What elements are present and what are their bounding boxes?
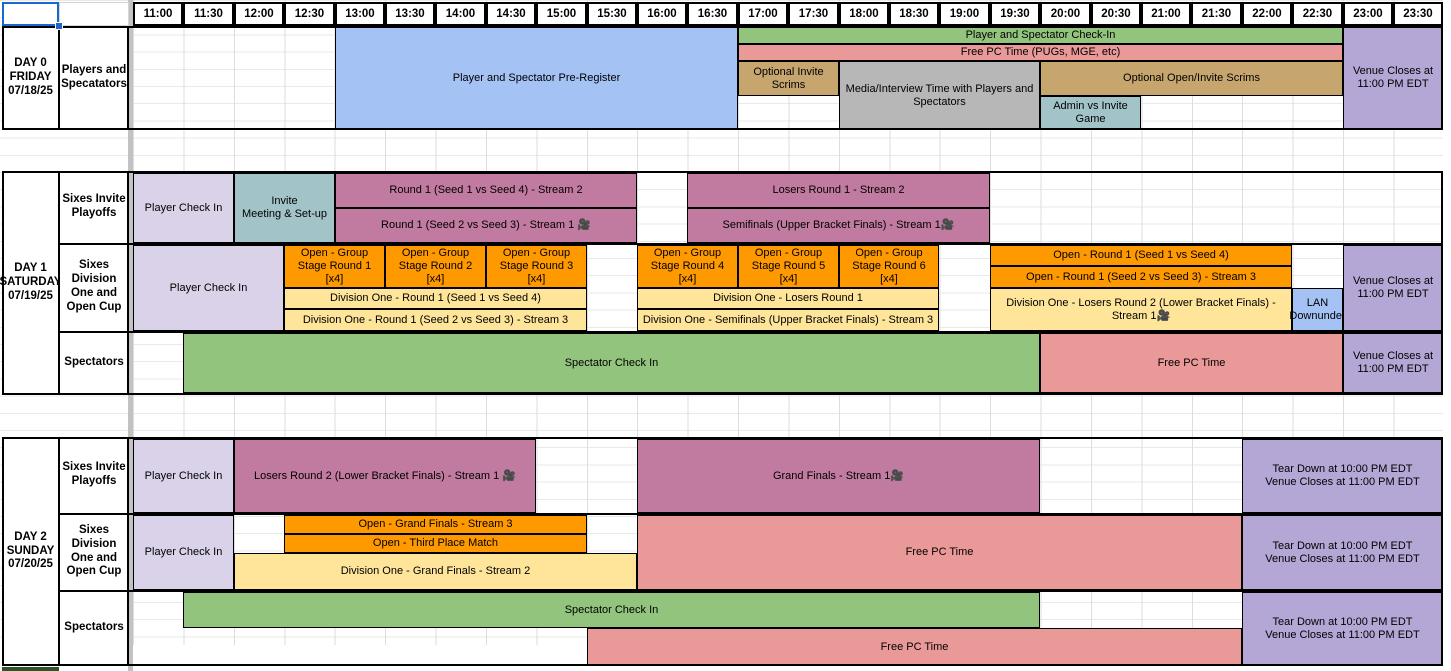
time-header-1300[interactable]: 13:00 <box>335 2 385 26</box>
event-pre-register[interactable]: Player and Spectator Pre-Register <box>335 26 738 130</box>
time-header-2130[interactable]: 21:30 <box>1191 2 1242 26</box>
time-header-1400[interactable]: 14:00 <box>435 2 486 26</box>
day-label-day1[interactable]: DAY 1 SATURDAY 07/19/25 <box>0 171 62 395</box>
time-header-2300[interactable]: 23:00 <box>1343 2 1393 26</box>
event-invite-losers-round1[interactable]: Losers Round 1 - Stream 2 <box>687 173 990 208</box>
row-label-day2-sixes-invite[interactable]: Sixes Invite Playoffs <box>59 437 129 513</box>
time-header-1730[interactable]: 17:30 <box>788 2 839 26</box>
row-label-players-spectators[interactable]: Players and Specatators <box>59 26 129 130</box>
event-optional-invite-scrims[interactable]: Optional Invite Scrims <box>738 61 839 96</box>
event-d1-losers-round1[interactable]: Division One - Losers Round 1 <box>637 288 939 309</box>
row-label-day1-sixes-invite[interactable]: Sixes Invite Playoffs <box>59 171 129 243</box>
time-header-2100[interactable]: 21:00 <box>1141 2 1191 26</box>
time-header-2030[interactable]: 20:30 <box>1091 2 1141 26</box>
event-open-group-stage-r1[interactable]: Open - Group Stage Round 1 [x4] <box>284 245 385 288</box>
time-header-1330[interactable]: 13:30 <box>385 2 435 26</box>
time-header-1800[interactable]: 18:00 <box>839 2 889 26</box>
event-day1-division-player-check-in[interactable]: Player Check In <box>133 245 284 331</box>
event-day2-spectator-teardown[interactable]: Tear Down at 10:00 PM EDT Venue Closes a… <box>1242 592 1443 666</box>
row-label-day2-division-open[interactable]: Sixes Division One and Open Cup <box>59 513 129 590</box>
time-header-1430[interactable]: 14:30 <box>486 2 536 26</box>
event-d1-grand-finals[interactable]: Division One - Grand Finals - Stream 2 <box>234 553 637 590</box>
event-day2-spectator-check-in[interactable]: Spectator Check In <box>183 592 1040 628</box>
row-label-day2-spectators[interactable]: Spectators <box>59 590 129 666</box>
time-header-1100[interactable]: 11:00 <box>133 2 183 26</box>
event-day0-venue-closes[interactable]: Venue Closes at 11:00 PM EDT <box>1343 26 1443 130</box>
event-open-group-stage-r4[interactable]: Open - Group Stage Round 4 [x4] <box>637 245 738 288</box>
time-header-2000[interactable]: 20:00 <box>1040 2 1091 26</box>
time-header-1830[interactable]: 18:30 <box>889 2 939 26</box>
event-d1-round1-seed1v4[interactable]: Division One - Round 1 (Seed 1 vs Seed 4… <box>284 288 587 309</box>
event-optional-open-invite-scrims[interactable]: Optional Open/Invite Scrims <box>1040 61 1343 96</box>
time-header-1700[interactable]: 17:00 <box>738 2 788 26</box>
time-header-1900[interactable]: 19:00 <box>939 2 990 26</box>
day-label-day0[interactable]: DAY 0 FRIDAY 07/18/25 <box>2 26 59 130</box>
time-header-1930[interactable]: 19:30 <box>990 2 1040 26</box>
event-media-interview-time[interactable]: Media/Interview Time with Players and Sp… <box>839 61 1040 130</box>
event-open-group-stage-r6[interactable]: Open - Group Stage Round 6 [x4] <box>839 245 939 288</box>
next-day-cell-sliver <box>2 667 59 671</box>
event-open-group-stage-r5[interactable]: Open - Group Stage Round 5 [x4] <box>738 245 839 288</box>
day-label-day2[interactable]: DAY 2 SUNDAY 07/20/25 <box>2 437 59 666</box>
row-label-day1-division-open[interactable]: Sixes Division One and Open Cup <box>59 243 129 331</box>
event-d1-losers-round2[interactable]: Division One - Losers Round 2 (Lower Bra… <box>990 288 1292 331</box>
time-header-1630[interactable]: 16:30 <box>687 2 738 26</box>
event-day2-invite-teardown[interactable]: Tear Down at 10:00 PM EDT Venue Closes a… <box>1242 439 1443 513</box>
time-header-1230[interactable]: 12:30 <box>284 2 335 26</box>
event-open-group-stage-r3[interactable]: Open - Group Stage Round 3 [x4] <box>486 245 587 288</box>
event-day1-spectator-free-pc[interactable]: Free PC Time <box>1040 333 1343 393</box>
event-day2-division-teardown[interactable]: Tear Down at 10:00 PM EDT Venue Closes a… <box>1242 515 1443 590</box>
event-d1-semifinals[interactable]: Division One - Semifinals (Upper Bracket… <box>637 309 939 331</box>
event-day1-spectator-check-in[interactable]: Spectator Check In <box>183 333 1040 393</box>
event-invite-round1-seed2v3[interactable]: Round 1 (Seed 2 vs Seed 3) - Stream 1 🎥 <box>335 208 637 243</box>
time-header-2230[interactable]: 22:30 <box>1292 2 1343 26</box>
time-header-1130[interactable]: 11:30 <box>183 2 234 26</box>
time-header-1500[interactable]: 15:00 <box>536 2 587 26</box>
frozen-pane-divider <box>128 0 133 671</box>
event-invite-meeting-setup[interactable]: Invite Meeting & Set-up <box>234 173 335 243</box>
event-open-round1-seed1v4[interactable]: Open - Round 1 (Seed 1 vs Seed 4) <box>990 245 1292 266</box>
event-open-grand-finals[interactable]: Open - Grand Finals - Stream 3 <box>284 515 587 534</box>
event-day2-division-free-pc[interactable]: Free PC Time <box>637 515 1242 590</box>
event-day0-free-pc[interactable]: Free PC Time (PUGs, MGE, etc) <box>738 44 1343 61</box>
cell-b1[interactable] <box>59 2 129 26</box>
time-header-1200[interactable]: 12:00 <box>234 2 284 26</box>
event-day2-invite-player-check-in[interactable]: Player Check In <box>133 439 234 513</box>
event-day2-spectator-free-pc[interactable]: Free PC Time <box>587 628 1242 666</box>
event-day2-division-player-check-in[interactable]: Player Check In <box>133 515 234 590</box>
time-header-1530[interactable]: 15:30 <box>587 2 637 26</box>
selection-fill-handle[interactable] <box>55 22 63 30</box>
event-d1-round1-seed2v3[interactable]: Division One - Round 1 (Seed 2 vs Seed 3… <box>284 309 587 331</box>
event-open-round1-seed2v3[interactable]: Open - Round 1 (Seed 2 vs Seed 3) - Stre… <box>990 266 1292 288</box>
event-day0-check-in[interactable]: Player and Spectator Check-In <box>738 26 1343 44</box>
time-header-2330[interactable]: 23:30 <box>1393 2 1443 26</box>
event-invite-grand-finals[interactable]: Grand Finals - Stream 1🎥 <box>637 439 1040 513</box>
event-lan-downunder[interactable]: LAN Downunder <box>1289 288 1346 331</box>
event-open-third-place[interactable]: Open - Third Place Match <box>284 534 587 553</box>
event-invite-round1-seed1v4[interactable]: Round 1 (Seed 1 vs Seed 4) - Stream 2 <box>335 173 637 208</box>
time-header-2200[interactable]: 22:00 <box>1242 2 1292 26</box>
selected-cell-a1[interactable] <box>2 2 59 26</box>
event-open-group-stage-r2[interactable]: Open - Group Stage Round 2 [x4] <box>385 245 486 288</box>
row-label-day1-spectators[interactable]: Spectators <box>59 331 129 395</box>
event-admin-vs-invite-game[interactable]: Admin vs Invite Game <box>1040 96 1141 130</box>
event-day1-invite-player-check-in[interactable]: Player Check In <box>133 173 234 243</box>
event-invite-semifinals[interactable]: Semifinals (Upper Bracket Finals) - Stre… <box>687 208 990 243</box>
event-day1-spectator-venue-closes[interactable]: Venue Closes at 11:00 PM EDT <box>1343 333 1443 393</box>
event-day1-division-venue-closes[interactable]: Venue Closes at 11:00 PM EDT <box>1343 245 1443 331</box>
time-header-1600[interactable]: 16:00 <box>637 2 687 26</box>
event-invite-losers-round2-finals[interactable]: Losers Round 2 (Lower Bracket Finals) - … <box>234 439 536 513</box>
